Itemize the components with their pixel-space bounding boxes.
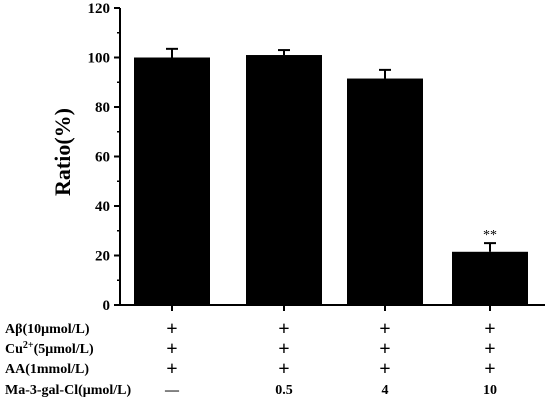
- y-tick-label: 100: [88, 51, 111, 67]
- condition-value: +: [278, 338, 289, 360]
- condition-label: Cu2+(5μmol/L): [5, 340, 94, 358]
- condition-value: 4: [382, 383, 389, 398]
- condition-value: +: [484, 358, 495, 380]
- y-tick-label: 80: [95, 100, 110, 116]
- condition-label: AA(1mmol/L): [5, 362, 89, 377]
- y-tick-label: 0: [103, 298, 111, 314]
- significance-marker: **: [483, 228, 497, 243]
- condition-label: Ma-3-gal-Cl(μmol/L): [5, 383, 131, 398]
- condition-value: +: [484, 338, 495, 360]
- bar: [134, 57, 210, 305]
- y-tick-label: 40: [95, 199, 110, 215]
- y-axis-title: Ratio(%): [50, 108, 75, 196]
- y-tick-label: 60: [95, 150, 110, 166]
- bar: [347, 78, 423, 305]
- condition-label: Aβ(10μmol/L): [5, 322, 90, 337]
- bar: [246, 55, 322, 306]
- condition-value: +: [379, 318, 390, 340]
- condition-value: +: [278, 358, 289, 380]
- condition-value: +: [166, 318, 177, 340]
- condition-value: +: [379, 338, 390, 360]
- condition-value: 10: [483, 383, 497, 398]
- condition-value: 0.5: [275, 383, 293, 398]
- condition-value: +: [484, 318, 495, 340]
- y-tick-label: 20: [95, 249, 110, 265]
- condition-value: +: [379, 358, 390, 380]
- condition-value: +: [278, 318, 289, 340]
- condition-value: +: [166, 358, 177, 380]
- bar: [452, 251, 528, 305]
- condition-value: +: [166, 338, 177, 360]
- y-tick-label: 120: [88, 1, 111, 17]
- condition-value: —: [164, 383, 180, 398]
